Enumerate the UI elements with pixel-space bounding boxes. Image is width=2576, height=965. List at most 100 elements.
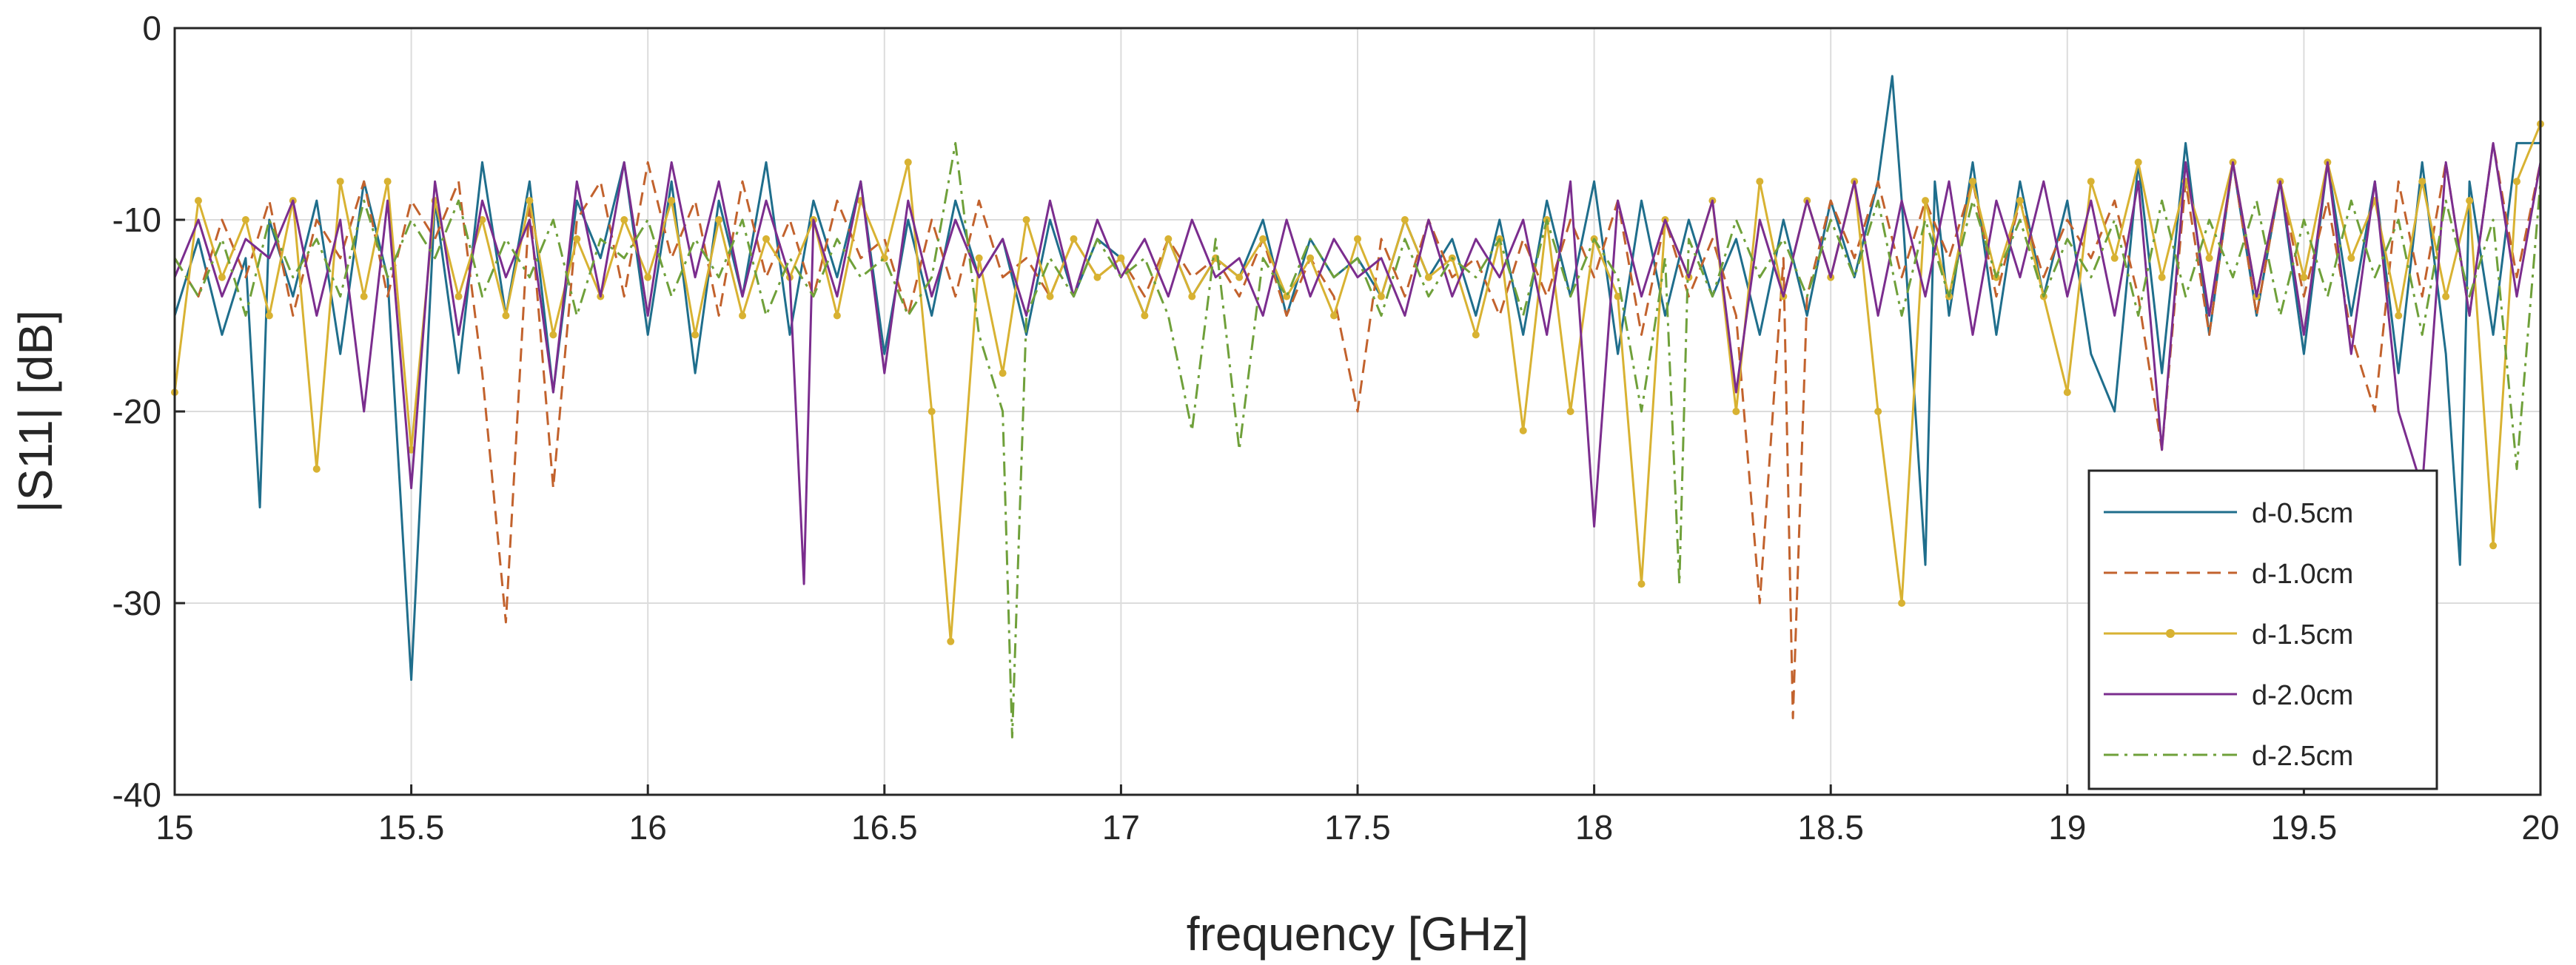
series-point-d-1.5cm: [1259, 235, 1267, 243]
legend-label: d-1.0cm: [2252, 559, 2353, 590]
series-point-d-1.5cm: [975, 254, 983, 262]
legend-box: [2087, 469, 2438, 790]
series-point-d-1.5cm: [1519, 426, 1527, 434]
series-point-d-1.5cm: [2134, 158, 2142, 167]
series-point-d-1.5cm: [1188, 292, 1196, 300]
series-point-d-1.5cm: [2513, 178, 2521, 186]
series-point-d-1.5cm: [833, 312, 841, 320]
axis-ticks: 15 15.5 16 16.5 17 17.5 18 18.5 19 19.5 20 0 -10 -20 -…: [113, 9, 2560, 847]
series-point-d-1.5cm: [218, 273, 226, 281]
y-tick-label: -10: [113, 201, 161, 239]
x-tick-label: 19.5: [2271, 808, 2338, 847]
legend: d-0.5cm d-1.0cm d-1.5cm d-2.0cm d-2.5cm: [2087, 469, 2438, 790]
x-tick-label: 17.5: [1324, 808, 1391, 847]
data-series: [171, 75, 2544, 739]
y-tick-label: -30: [113, 584, 161, 622]
series-point-d-1.5cm: [2489, 542, 2498, 550]
series-point-d-1.5cm: [1330, 312, 1338, 320]
series-point-d-1.5cm: [1898, 599, 1906, 607]
series-point-d-1.5cm: [1566, 408, 1574, 415]
series-point-d-1.5cm: [549, 331, 557, 339]
legend-marker: [2166, 629, 2175, 638]
x-tick-label: 16: [629, 808, 667, 847]
series-point-d-1.5cm: [1354, 235, 1361, 243]
series-point-d-1.5cm: [928, 408, 936, 415]
series-point-d-1.5cm: [1874, 408, 1882, 415]
y-tick-label: -40: [113, 776, 161, 814]
series-point-d-1.5cm: [265, 312, 273, 320]
series-point-d-1.5cm: [502, 312, 510, 320]
series-point-d-1.5cm: [1046, 292, 1054, 300]
series-point-d-1.5cm: [691, 331, 700, 339]
series-point-d-1.5cm: [2347, 254, 2355, 262]
series-point-d-1.5cm: [241, 216, 249, 223]
series-point-d-1.5cm: [1424, 273, 1432, 281]
series-point-d-1.5cm: [1022, 216, 1030, 223]
x-tick-label: 20: [2521, 808, 2559, 847]
series-point-d-1.5cm: [947, 637, 955, 645]
series-point-d-1.5cm: [1968, 178, 1976, 186]
series-point-d-1.5cm: [2205, 254, 2213, 262]
x-tick-label: 18: [1575, 808, 1613, 847]
series-point-d-1.5cm: [1614, 292, 1622, 300]
series-point-d-1.5cm: [1732, 408, 1740, 415]
y-tick-label: -20: [113, 392, 161, 431]
series-point-d-1.5cm: [762, 235, 770, 243]
series-point-d-1.5cm: [2016, 197, 2024, 205]
series-point-d-1.5cm: [2087, 178, 2095, 186]
x-tick-label: 18.5: [1797, 808, 1864, 847]
series-point-d-1.5cm: [1377, 292, 1385, 300]
series-point-d-1.5cm: [336, 178, 344, 186]
series-point-d-1.5cm: [2395, 312, 2403, 320]
series-point-d-1.5cm: [715, 216, 723, 223]
series-point-d-1.5cm: [478, 216, 486, 223]
series-point-d-1.5cm: [1117, 254, 1125, 262]
series-point-d-1.5cm: [194, 197, 202, 205]
series-point-d-1.5cm: [455, 292, 463, 300]
x-tick-label: 17: [1102, 808, 1140, 847]
series-point-d-1.5cm: [2300, 273, 2308, 281]
series-point-d-1.5cm: [1235, 273, 1244, 281]
series-point-d-1.5cm: [1922, 197, 1930, 205]
series-point-d-1.5cm: [1472, 331, 1480, 339]
series-point-d-1.5cm: [2442, 292, 2450, 300]
x-tick-label: 15: [155, 808, 193, 847]
series-line-d-1.0cm: [173, 141, 2542, 719]
x-tick-label: 16.5: [851, 808, 918, 847]
y-axis-label: |S11| [dB]: [9, 310, 62, 513]
series-point-d-1.5cm: [739, 312, 747, 320]
series-point-d-1.5cm: [360, 292, 368, 300]
series-line-d-2.0cm: [173, 141, 2542, 585]
series-point-d-1.5cm: [904, 158, 912, 167]
series-point-d-1.5cm: [1401, 216, 1409, 223]
y-tick-label: 0: [142, 9, 161, 47]
series-line-d-2.5cm: [173, 141, 2542, 739]
series-point-d-1.5cm: [1093, 273, 1101, 281]
series-point-d-1.5cm: [383, 178, 392, 186]
series-point-d-1.5cm: [620, 216, 628, 223]
series-point-d-1.5cm: [2063, 389, 2071, 397]
series-point-d-1.5cm: [2158, 273, 2166, 281]
legend-label: d-2.0cm: [2252, 680, 2353, 711]
legend-label: d-0.5cm: [2252, 498, 2353, 529]
series-point-d-1.5cm: [999, 369, 1007, 377]
x-tick-label: 15.5: [378, 808, 445, 847]
series-point-d-1.5cm: [644, 273, 652, 281]
series-point-d-1.5cm: [573, 235, 581, 243]
series-point-d-1.5cm: [1637, 580, 1646, 588]
series-point-d-1.5cm: [2418, 178, 2426, 186]
series-point-d-1.5cm: [1164, 235, 1173, 243]
legend-label: d-2.5cm: [2252, 741, 2353, 772]
x-tick-label: 19: [2048, 808, 2086, 847]
series-point-d-1.5cm: [1756, 178, 1764, 186]
series-point-d-1.5cm: [2466, 197, 2474, 205]
series-point-d-1.5cm: [668, 197, 676, 205]
series-point-d-1.5cm: [1070, 235, 1078, 243]
series-point-d-1.5cm: [2110, 254, 2119, 262]
series-point-d-1.5cm: [1307, 254, 1315, 262]
series-point-d-1.5cm: [526, 197, 534, 205]
legend-label: d-1.5cm: [2252, 619, 2353, 650]
x-axis-label: frequency [GHz]: [1187, 907, 1529, 961]
series-point-d-1.5cm: [312, 465, 321, 473]
